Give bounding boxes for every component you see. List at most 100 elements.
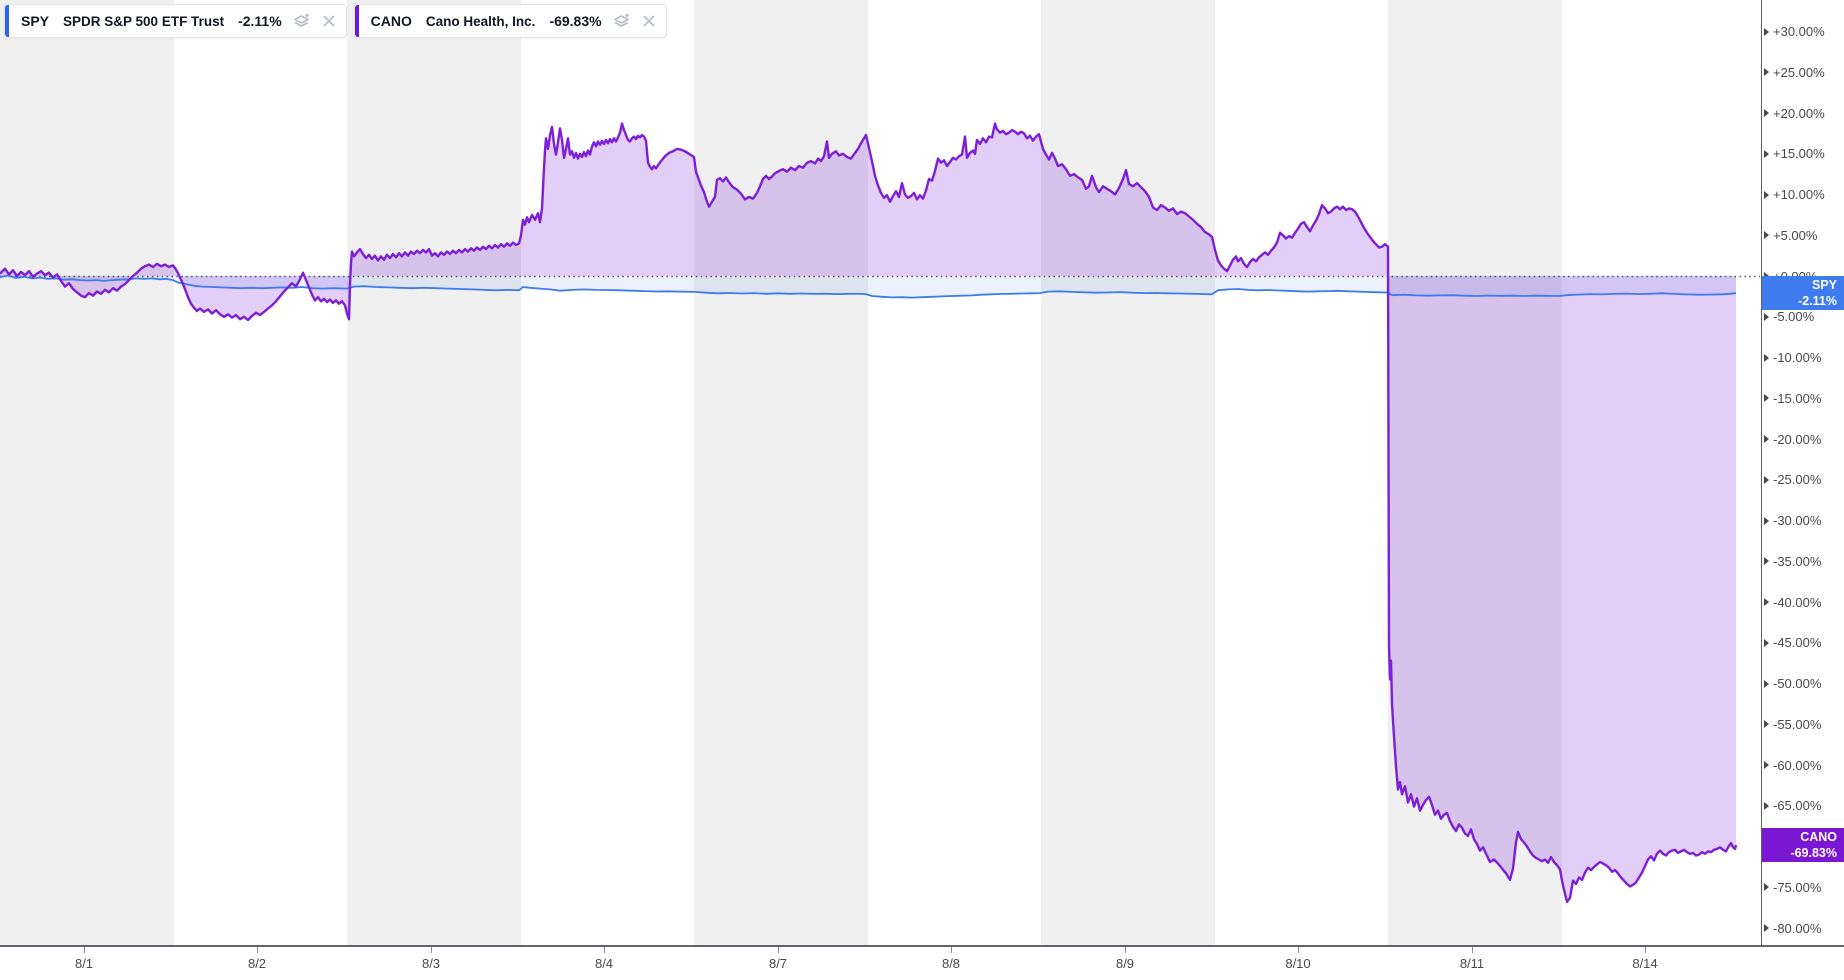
tick-arrow-icon — [1764, 190, 1769, 199]
price-axis-label-text: -75.00% — [1773, 879, 1822, 895]
cano-price-label-change: -69.83% — [1790, 846, 1837, 861]
time-axis-tick — [257, 947, 258, 953]
session-band — [694, 0, 868, 945]
tick-arrow-icon — [1764, 924, 1769, 932]
series-color-bar-cano — [354, 5, 359, 37]
cano-price-label: CANO -69.83% — [1762, 828, 1844, 863]
price-axis-label-text: +25.00% — [1773, 64, 1825, 80]
change-percent: -69.83% — [549, 13, 602, 29]
price-axis-label-text: +10.00% — [1773, 187, 1825, 202]
time-axis[interactable]: 8/1 8/2 8/3 8/4 8/7 8/8 8/9 8/10 8/11 8/14 — [0, 945, 1844, 980]
time-axis-tick — [1125, 947, 1126, 953]
spy-price-label: SPY -2.11% — [1762, 276, 1844, 311]
chart-canvas[interactable] — [0, 0, 1761, 945]
price-axis-label: -45.00% — [1762, 635, 1821, 651]
price-axis-label-text: -30.00% — [1773, 513, 1822, 528]
tick-arrow-icon — [1764, 516, 1769, 525]
price-axis-label: -30.00% — [1762, 513, 1821, 529]
session-band — [1041, 0, 1215, 945]
tick-arrow-icon — [1764, 883, 1769, 892]
price-axis-label: -5.00% — [1762, 309, 1814, 325]
price-axis-label-text: -40.00% — [1773, 594, 1822, 610]
price-axis-label: -75.00% — [1762, 879, 1821, 895]
tick-arrow-icon — [1764, 679, 1769, 688]
spy-line — [0, 274, 1737, 299]
change-percent: -2.11% — [238, 13, 282, 29]
session-band — [347, 0, 521, 945]
instrument-name: Cano Health, Inc. — [425, 13, 536, 29]
tick-arrow-icon — [1764, 68, 1769, 77]
tick-arrow-icon — [1764, 475, 1769, 484]
time-axis-label: 8/4 — [594, 956, 614, 971]
spy-price-label-change: -2.11% — [1798, 294, 1837, 309]
price-axis-label-text: -60.00% — [1773, 757, 1822, 773]
price-axis-label-text: -25.00% — [1773, 472, 1822, 488]
close-icon[interactable] — [642, 14, 656, 28]
price-axis-label: -80.00% — [1762, 920, 1821, 936]
price-axis[interactable]: +30.00% +25.00% +20.00% +15.00% +10.00% +5.00… — [1761, 0, 1844, 945]
price-axis-label: +10.00% — [1762, 187, 1825, 203]
time-axis-label: 8/2 — [247, 956, 267, 971]
price-axis-label: -60.00% — [1762, 757, 1821, 773]
legend: SPY SPDR S&P 500 ETF Trust -2.11% CANO C… — [4, 4, 667, 38]
time-axis-tick — [1645, 947, 1646, 953]
legend-item-cano[interactable]: CANO Cano Health, Inc. -69.83% — [353, 4, 667, 38]
time-axis-tick — [604, 947, 605, 953]
time-axis-tick — [1298, 947, 1299, 953]
price-axis-label: -55.00% — [1762, 716, 1821, 732]
time-axis-tick — [778, 947, 779, 953]
price-axis-label: -20.00% — [1762, 431, 1821, 447]
price-axis-label-text: -45.00% — [1773, 635, 1822, 651]
session-band — [0, 0, 174, 945]
close-icon[interactable] — [322, 14, 336, 28]
price-axis-label: +5.00% — [1762, 227, 1817, 243]
price-axis-label: +20.00% — [1762, 105, 1825, 121]
time-axis-label: 8/10 — [1285, 956, 1311, 971]
time-axis-tick — [431, 947, 432, 953]
cano-area-fill — [0, 123, 1736, 902]
price-axis-label-text: +30.00% — [1773, 24, 1825, 39]
price-axis-label-text: -15.00% — [1773, 390, 1822, 406]
tick-arrow-icon — [1764, 109, 1769, 117]
tick-arrow-icon — [1764, 312, 1769, 321]
price-axis-label: -35.00% — [1762, 553, 1821, 569]
price-axis-label: +30.00% — [1762, 24, 1825, 40]
legend-item-spy[interactable]: SPY SPDR S&P 500 ETF Trust -2.11% — [4, 4, 347, 38]
price-axis-label: -15.00% — [1762, 390, 1821, 406]
plot-area[interactable] — [0, 0, 1761, 945]
price-axis-label: -65.00% — [1762, 798, 1821, 814]
price-axis-label-text: -55.00% — [1773, 716, 1822, 732]
series-color-bar-spy — [5, 5, 9, 37]
tick-arrow-icon — [1764, 353, 1769, 362]
manage-layers-icon[interactable] — [612, 11, 632, 31]
price-axis-label-text: -5.00% — [1773, 309, 1815, 325]
price-axis-label-text: -65.00% — [1773, 798, 1822, 814]
time-axis-label: 8/1 — [74, 956, 94, 971]
tick-arrow-icon — [1764, 435, 1769, 443]
price-axis-label-text: +5.00% — [1773, 227, 1818, 243]
time-axis-label: 8/3 — [421, 956, 441, 971]
price-axis-label: +25.00% — [1762, 64, 1825, 80]
time-axis-label: 8/9 — [1115, 956, 1135, 971]
manage-layers-icon[interactable] — [292, 11, 312, 31]
time-axis-label: 8/11 — [1459, 956, 1485, 971]
tick-arrow-icon — [1764, 231, 1769, 240]
tick-arrow-icon — [1764, 801, 1769, 810]
price-axis-label-text: -10.00% — [1773, 350, 1822, 365]
price-axis-label: -25.00% — [1762, 472, 1821, 488]
price-axis-label: -50.00% — [1762, 676, 1821, 692]
tick-arrow-icon — [1764, 27, 1769, 36]
tick-arrow-icon — [1764, 720, 1769, 729]
tick-arrow-icon — [1764, 638, 1769, 647]
price-axis-label-text: -35.00% — [1773, 553, 1822, 569]
price-axis-label-text: +15.00% — [1773, 146, 1825, 162]
time-axis-label: 8/8 — [941, 956, 961, 971]
tick-arrow-icon — [1764, 598, 1769, 606]
spy-price-label-symbol: SPY — [1811, 278, 1837, 293]
price-axis-label: -10.00% — [1762, 350, 1821, 366]
time-axis-tick — [84, 947, 85, 953]
price-axis-label-text: +20.00% — [1773, 105, 1825, 121]
price-axis-label-text: -50.00% — [1773, 676, 1822, 691]
time-axis-label: 8/14 — [1632, 956, 1658, 971]
